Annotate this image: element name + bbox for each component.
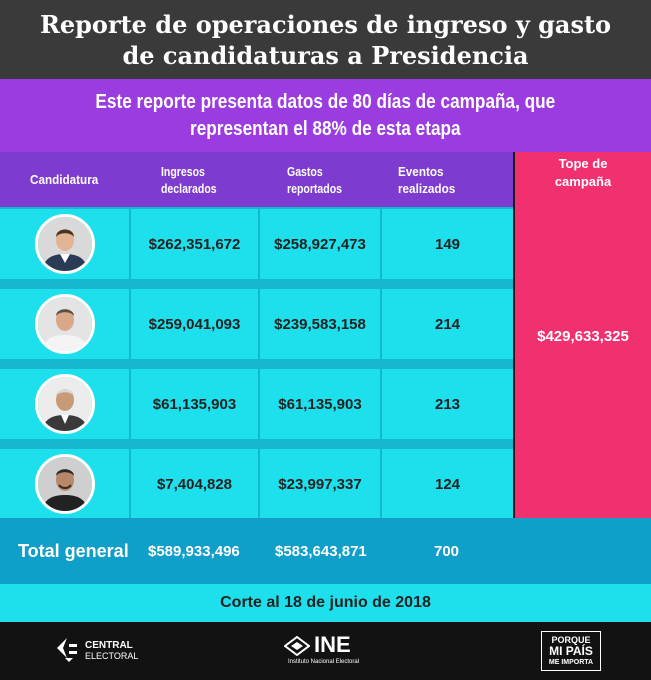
ine-logo: INE Instituto Nacional Electoral	[280, 632, 380, 670]
porque-mi-pais-logo: PORQUE MI PAÍS ME IMPORTA	[541, 631, 601, 671]
footer: CENTRAL ELECTORAL INE Instituto Nacional…	[0, 622, 651, 680]
tope-value: $429,633,325	[537, 328, 629, 345]
gastos-cell: $23,997,337	[260, 449, 380, 519]
total-row: Total general $589,933,496 $583,643,871 …	[0, 518, 651, 584]
candidate-avatar	[34, 294, 95, 354]
cutoff-date: Corte al 18 de junio de 2018	[0, 584, 651, 622]
ine-icon	[284, 636, 310, 656]
me-importa-label: ME IMPORTA	[548, 659, 594, 666]
header-eventos: Eventos realizados	[398, 163, 456, 196]
gastos-cell: $258,927,473	[260, 209, 380, 279]
porque-label: PORQUE	[551, 635, 591, 645]
table-row: $259,041,093 $239,583,158 214	[0, 289, 513, 359]
ingresos-cell: $259,041,093	[131, 289, 258, 359]
total-ingresos: $589,933,496	[148, 542, 240, 560]
eventos-cell: 149	[382, 209, 513, 279]
report-title-line-1: Reporte de operaciones de ingreso y gast…	[39, 9, 612, 39]
header-tope: Tope de campaña	[554, 156, 612, 189]
table-row: $262,351,672 $258,927,473 149	[0, 209, 513, 279]
table-header: Candidatura Ingresos declarados Gastos rep…	[0, 152, 513, 207]
mi-pais-label: MI PAÍS	[549, 644, 593, 658]
header-gastos: Gastos reportados	[287, 163, 343, 196]
candidate-avatar	[34, 374, 95, 434]
candidate-avatar	[34, 454, 95, 514]
data-grid: $262,351,672 $258,927,473 149 $259,041,0…	[0, 207, 513, 519]
table-row: $7,404,828 $23,997,337 124	[0, 449, 513, 519]
candidate-avatar	[34, 214, 95, 274]
gastos-cell: $61,135,903	[260, 369, 380, 439]
table-row: $61,135,903 $61,135,903 213	[0, 369, 513, 439]
ine-label: INE	[314, 632, 351, 657]
central-label: CENTRAL	[85, 640, 133, 651]
ingresos-cell: $262,351,672	[131, 209, 258, 279]
candidate-photo-cell	[0, 289, 129, 359]
ingresos-cell: $7,404,828	[131, 449, 258, 519]
candidate-photo-cell	[0, 449, 129, 519]
subtitle-banner: Este reporte presenta datos de 80 días d…	[0, 79, 651, 152]
candidate-photo-cell	[0, 209, 129, 279]
eventos-cell: 124	[382, 449, 513, 519]
ine-subtitle: Instituto Nacional Electoral	[288, 659, 360, 665]
ingresos-cell: $61,135,903	[131, 369, 258, 439]
central-electoral-icon	[57, 638, 77, 662]
subtitle-line-2: representan el 88% de esta etapa	[190, 117, 461, 140]
electoral-label: ELECTORAL	[85, 651, 139, 661]
report-title-line-2: de candidaturas a Presidencia	[122, 40, 529, 70]
gastos-cell: $239,583,158	[260, 289, 380, 359]
central-electoral-logo: CENTRAL ELECTORAL	[55, 634, 165, 668]
title-banner: Reporte de operaciones de ingreso y gast…	[0, 0, 651, 79]
tope-campana-column: Tope de campaña $429,633,325	[515, 152, 651, 518]
candidate-photo-cell	[0, 369, 129, 439]
eventos-cell: 214	[382, 289, 513, 359]
header-candidatura: Candidatura	[30, 172, 99, 187]
eventos-cell: 213	[382, 369, 513, 439]
header-ingresos: Ingresos declarados	[161, 163, 217, 196]
total-label: Total general	[18, 540, 129, 561]
total-eventos: 700	[434, 542, 460, 560]
subtitle-line-1: Este reporte presenta datos de 80 días d…	[95, 90, 556, 113]
total-gastos: $583,643,871	[275, 542, 367, 560]
